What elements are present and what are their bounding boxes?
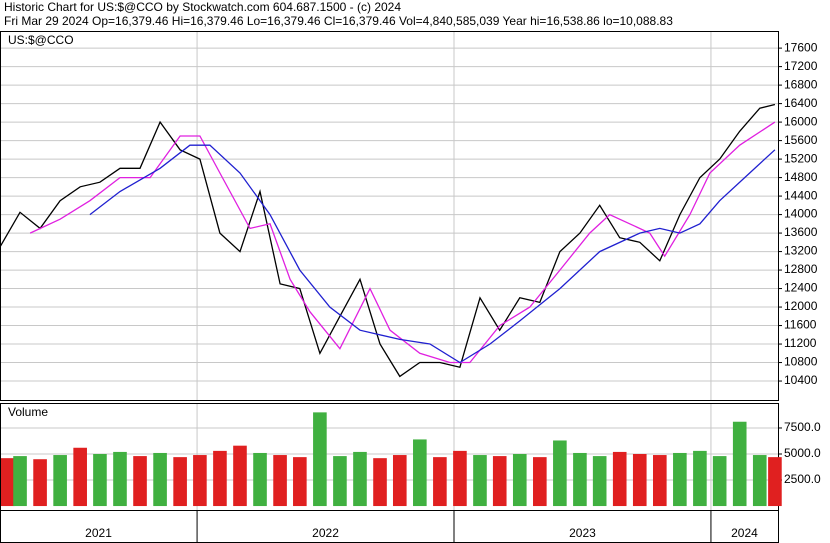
x-tick-label: 2024	[731, 526, 758, 540]
volume-bar	[752, 455, 767, 507]
y-tick-label: 17200	[784, 59, 818, 73]
y-tick-label: 13600	[784, 225, 818, 239]
volume-bar	[333, 456, 347, 507]
volume-bar	[133, 456, 147, 507]
volume-bar	[533, 457, 547, 507]
y-tick-label: 11600	[784, 318, 817, 332]
volume-bar	[193, 455, 207, 507]
y-tick-label: 10800	[784, 355, 818, 369]
volume-bar	[253, 452, 267, 507]
volume-bar	[353, 451, 367, 507]
volume-bar	[13, 456, 27, 507]
volume-bar	[473, 455, 487, 507]
y-tick-label: 17600	[784, 40, 818, 54]
y-tick-label: 14000	[784, 207, 818, 221]
price-line	[0, 103, 776, 378]
volume-bar	[693, 450, 707, 507]
y-tick-label: 11200	[784, 336, 817, 350]
y-tick-label: 5000.0	[784, 446, 821, 460]
volume-bar	[373, 458, 387, 507]
volume-bar	[433, 457, 447, 507]
volume-bar	[1, 458, 15, 507]
y-tick-label: 14400	[784, 188, 818, 202]
y-tick-label: 15200	[784, 151, 818, 165]
price-panel	[0, 31, 779, 401]
volume-bar	[732, 421, 747, 507]
volume-bar	[153, 452, 167, 507]
volume-bar	[453, 450, 467, 507]
volume-bar	[293, 457, 307, 507]
volume-bar	[33, 459, 47, 507]
symbol-label: US:$@CCO	[8, 33, 74, 47]
y-tick-label: 7500.0	[784, 420, 821, 434]
volume-bar	[492, 456, 507, 507]
volume-bar	[313, 412, 327, 507]
volume-bar	[93, 454, 107, 507]
y-tick-label: 14800	[784, 170, 818, 184]
volume-bar	[592, 456, 607, 507]
price-line	[29, 121, 776, 364]
volume-bar	[392, 455, 407, 507]
volume-bar	[113, 451, 127, 507]
volume-bar	[233, 445, 247, 507]
volume-bar	[673, 452, 687, 507]
volume-bar	[573, 452, 587, 507]
y-tick-label: 16000	[784, 114, 818, 128]
y-tick-label: 15600	[784, 133, 818, 147]
y-tick-label: 2500.0	[784, 472, 821, 486]
volume-bar	[213, 450, 227, 507]
volume-bar	[273, 455, 287, 507]
volume-bar	[53, 455, 67, 507]
volume-bar	[653, 455, 667, 507]
x-tick-label: 2022	[312, 526, 339, 540]
volume-bar	[612, 451, 627, 507]
chart-title: Historic Chart for US:$@CCO by Stockwatc…	[4, 0, 401, 14]
y-tick-label: 10400	[784, 373, 818, 387]
volume-bar	[73, 447, 87, 507]
y-tick-label: 13200	[784, 244, 818, 258]
y-tick-label: 16800	[784, 77, 818, 91]
y-tick-label: 12400	[784, 281, 818, 295]
volume-label: Volume	[8, 405, 48, 419]
volume-bar	[173, 457, 187, 507]
x-tick-label: 2023	[569, 526, 596, 540]
x-tick-label: 2021	[85, 526, 112, 540]
y-tick-label: 12000	[784, 299, 818, 313]
volume-bar	[632, 454, 647, 507]
y-tick-label: 16400	[784, 96, 818, 110]
volume-bar	[768, 457, 782, 507]
volume-bar	[413, 439, 427, 507]
chart-subtitle: Fri Mar 29 2024 Op=16,379.46 Hi=16,379.4…	[4, 14, 673, 28]
volume-bar	[553, 440, 567, 507]
y-tick-label: 12800	[784, 262, 818, 276]
volume-bar	[512, 454, 527, 507]
price-line	[89, 144, 776, 364]
volume-bar	[712, 456, 727, 507]
